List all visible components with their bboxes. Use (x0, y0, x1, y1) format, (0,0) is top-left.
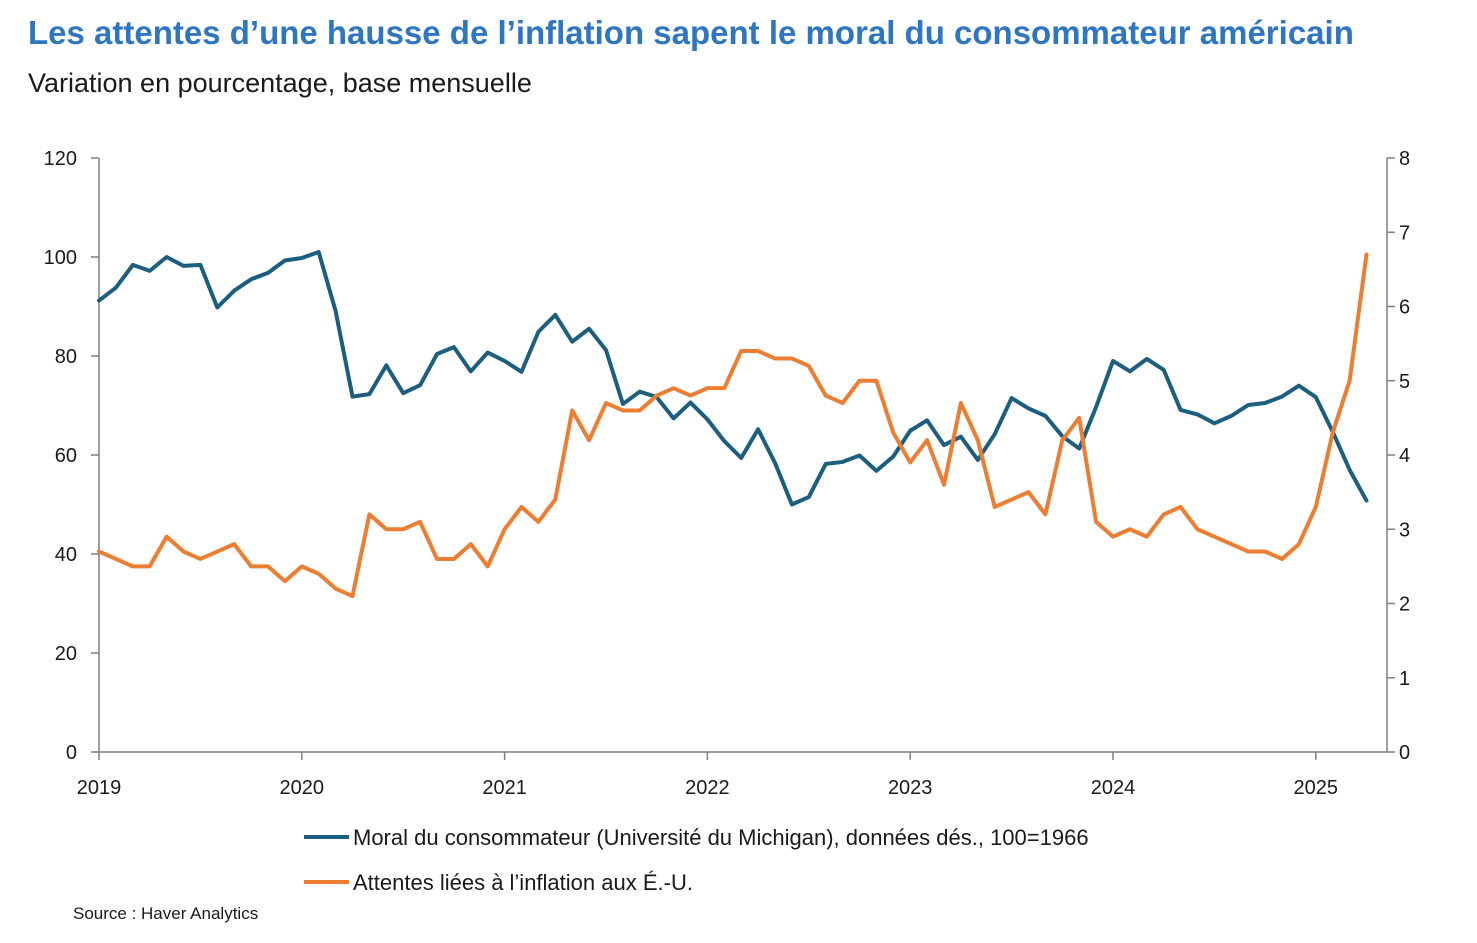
consumer-sentiment-line (97, 250, 1369, 507)
y-right-tick-label: 0 (1399, 742, 1410, 764)
y-right-tick-label: 4 (1399, 445, 1410, 467)
legend-label: Moral du consommateur (Université du Mic… (353, 825, 1089, 850)
x-tick-label: 2020 (280, 777, 325, 799)
axes: 0 20 40 60 80 100 120 0 1 2 3 4 5 6 7 8 2019 2020 2021 2022… (44, 148, 1411, 799)
chart-title: Les attentes d’une hausse de l’inflation… (28, 14, 1354, 51)
y-left-tick-label: 120 (44, 148, 77, 170)
y-right-tick-label: 5 (1399, 371, 1410, 393)
y-left-tick-label: 20 (55, 643, 77, 665)
y-right-tick-label: 6 (1399, 297, 1410, 319)
y-left-tick-label: 60 (55, 445, 77, 467)
x-tick-label: 2023 (888, 777, 933, 799)
series-layer (97, 250, 1369, 599)
x-tick-label: 2019 (77, 777, 122, 799)
x-tick-label: 2022 (685, 777, 730, 799)
y-left-tick-label: 0 (66, 742, 77, 764)
source-note: Source : Haver Analytics (73, 904, 259, 923)
chart-subtitle: Variation en pourcentage, base mensuelle (28, 68, 532, 98)
legend-label: Attentes liées à l’inflation aux É.-U. (353, 870, 693, 895)
y-right-tick-label: 8 (1399, 148, 1410, 170)
inflation-expectations-line (97, 252, 1369, 599)
y-left-tick-label: 100 (44, 247, 77, 269)
y-right-tick-label: 3 (1399, 519, 1410, 541)
y-right-tick-label: 1 (1399, 668, 1410, 690)
y-left-tick-label: 80 (55, 346, 77, 368)
legend: Moral du consommateur (Université du Mic… (304, 825, 1089, 895)
x-tick-label: 2025 (1294, 777, 1339, 799)
x-tick-label: 2021 (482, 777, 527, 799)
y-right-tick-label: 2 (1399, 594, 1410, 616)
y-left-tick-label: 40 (55, 544, 77, 566)
x-tick-label: 2024 (1091, 777, 1136, 799)
y-right-tick-label: 7 (1399, 222, 1410, 244)
